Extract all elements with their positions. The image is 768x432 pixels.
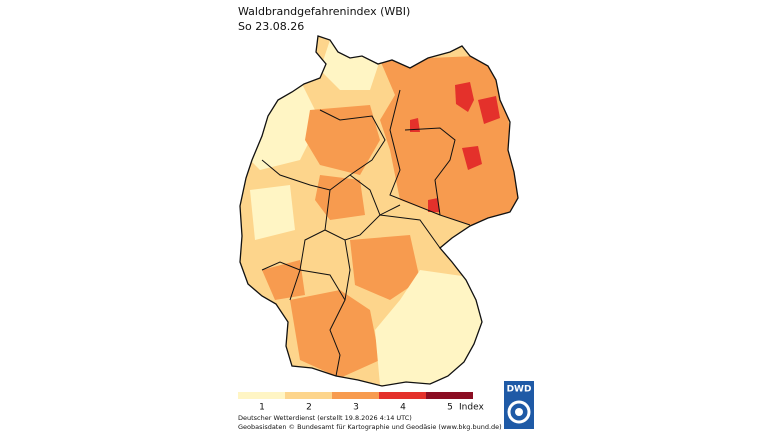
legend-label: 5 xyxy=(447,403,453,413)
legend-label: 1 xyxy=(259,403,265,413)
legend: 1 2 3 4 5 Index xyxy=(238,392,484,413)
logo-symbol xyxy=(507,400,531,424)
state-borders xyxy=(239,35,519,387)
legend-label: 2 xyxy=(306,403,312,413)
footer-source: Geobasisdaten © Bundesamt für Kartograph… xyxy=(238,423,502,431)
map-title: Waldbrandgefahrenindex (WBI) xyxy=(238,5,410,18)
logo-text: DWD xyxy=(507,385,532,395)
legend-label: 3 xyxy=(353,403,359,413)
legend-swatch xyxy=(426,392,473,399)
map-date: So 23.08.26 xyxy=(238,20,304,33)
footer-credit: Deutscher Wetterdienst (erstellt 19.8.20… xyxy=(238,414,412,422)
legend-unit: Index xyxy=(459,403,484,413)
legend-swatch xyxy=(332,392,379,399)
legend-swatch xyxy=(238,392,285,399)
map-area xyxy=(240,36,518,386)
logo-symbol-core xyxy=(515,408,523,416)
legend-swatch xyxy=(379,392,426,399)
legend-swatch xyxy=(285,392,332,399)
legend-label: 4 xyxy=(400,403,406,413)
